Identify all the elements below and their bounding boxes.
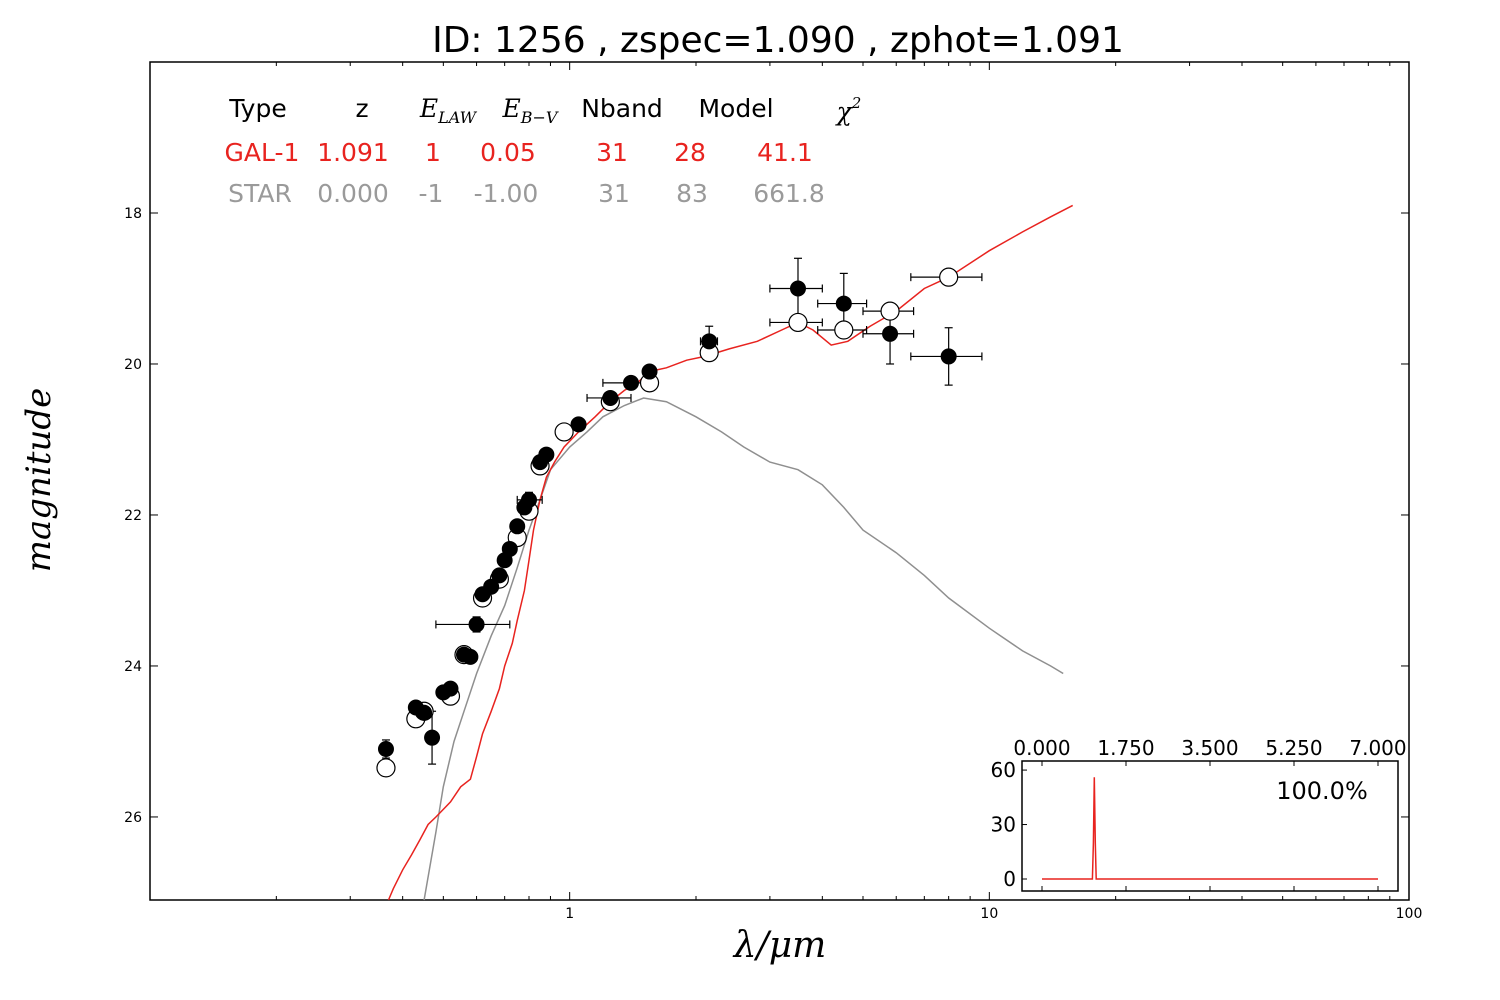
observed-point [462,648,479,665]
observed-point [701,333,718,350]
observed-point [520,491,537,508]
x-axis-label: λ/μm [732,925,826,966]
fit-table: Type z ELAW EB−V Nband Model χ2 GAL-1 1.… [225,94,862,208]
y-axis-label: magnitude [19,388,59,573]
star-type: STAR [228,179,292,208]
inset-x-tick-label: 3.500 [1181,736,1238,760]
inset-pdz-line [1042,777,1378,880]
inset-frame [1021,760,1399,892]
observed-point [538,446,555,463]
observed-point [442,680,459,697]
observed-point [570,416,587,433]
y-tick-label: 26 [124,810,142,826]
inset-pdz-plot: 0.000 1.750 3.500 5.250 7.000 0 30 60 100.0% [991,736,1407,892]
model-flux-point [880,301,900,321]
observed-point [501,540,518,557]
gal-model: 28 [674,138,706,167]
star-ebv: -1.00 [474,179,539,208]
model-flux-points [376,267,959,778]
observed-point [424,729,441,746]
observed-point [622,374,639,391]
star-nband: 31 [598,179,630,208]
inset-annotation: 100.0% [1276,777,1368,805]
y-tick-label: 20 [124,357,142,373]
header-model: Model [698,94,773,123]
gal-type: GAL-1 [225,138,300,167]
galaxy-template-path [387,204,1074,901]
observed-point [835,295,852,312]
table-row-gal: GAL-1 1.091 1 0.05 31 28 41.1 [225,138,813,167]
observed-point [468,616,485,633]
star-template-line [423,397,1064,901]
observed-point [483,578,500,595]
gal-elaw: 1 [425,138,441,167]
star-template-path [423,397,1064,901]
x-tick-label: 1 [565,906,574,922]
model-flux-point [376,758,396,778]
gal-chi2: 41.1 [757,138,813,167]
header-ebv: EB−V [502,94,559,127]
observed-point [416,704,433,721]
gal-z: 1.091 [317,138,389,167]
x-tick-label: 100 [1396,906,1423,922]
observed-point [940,348,957,365]
observed-point [602,389,619,406]
star-model: 83 [676,179,708,208]
inset-y-tick-label: 60 [991,758,1016,782]
model-flux-point [834,320,854,340]
inset-pdz-path [1042,777,1378,880]
chart-title: ID: 1256 , zspec=1.090 , zphot=1.091 [432,20,1124,61]
inset-x-tick-label: 1.750 [1097,736,1154,760]
observed-point [509,518,526,535]
galaxy-template-line [387,204,1074,901]
header-nband: Nband [581,94,663,123]
table-row-star: STAR 0.000 -1 -1.00 31 83 661.8 [228,179,825,208]
star-elaw: -1 [419,179,444,208]
observed-point [377,741,394,758]
gal-ebv: 0.05 [480,138,536,167]
y-tick-label: 24 [124,659,142,675]
inset-x-tick-label: 0.000 [1013,736,1070,760]
header-chi2: χ2 [835,94,862,126]
main-plot-frame [149,61,1410,901]
inset-x-tick-label: 7.000 [1349,736,1406,760]
inset-x-tick-label: 5.250 [1265,736,1322,760]
model-flux-point [939,267,959,287]
x-tick-label: 10 [980,906,998,922]
observed-point [491,567,508,584]
star-z: 0.000 [317,179,389,208]
header-elaw: ELAW [419,94,478,127]
observed-point [789,280,806,297]
inset-y-tick-label: 0 [1003,867,1016,891]
observed-point [882,325,899,342]
header-type: Type [228,94,286,123]
gal-nband: 31 [596,138,628,167]
y-tick-label: 18 [124,206,142,222]
header-z: z [355,94,368,123]
observed-point [641,363,658,380]
inset-y-tick-label: 30 [991,813,1016,837]
model-flux-point [788,312,808,333]
star-chi2: 661.8 [753,179,825,208]
inset-axis-ticks: 0.000 1.750 3.500 5.250 7.000 0 30 60 [991,736,1407,891]
model-flux-point [554,422,574,442]
y-tick-label: 22 [124,508,142,524]
observed-points [377,280,957,758]
